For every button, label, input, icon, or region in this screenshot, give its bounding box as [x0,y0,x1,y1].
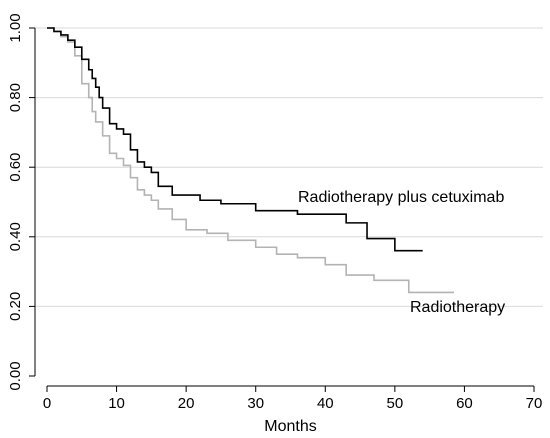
y-tick-label: 0.40 [7,222,24,251]
y-axis-ticks: 0.00 0.20 0.40 0.60 0.80 1.00 [7,13,35,391]
series-line-radiotherapy-plus-cetuximab [47,27,423,252]
y-tick-label: 1.00 [7,13,24,42]
series-line-radiotherapy [47,27,454,294]
x-tick-label: 20 [178,395,195,412]
x-tick-label: 0 [43,395,51,412]
x-tick-label: 10 [108,395,125,412]
y-tick-label: 0.20 [7,292,24,321]
series [47,27,454,294]
gridlines [35,27,543,307]
axes [34,28,534,387]
x-tick-label: 60 [456,395,473,412]
series-labels: Radiotherapy plus cetuximab Radiotherapy [298,189,505,316]
x-tick-label: 40 [317,395,334,412]
x-tick-label: 50 [387,395,404,412]
x-axis-title: Months [264,418,316,435]
x-tick-label: 30 [247,395,264,412]
series-label-radiotherapy-plus-cetuximab: Radiotherapy plus cetuximab [298,189,504,206]
y-tick-label: 0.00 [7,361,24,390]
x-tick-label: 70 [526,395,543,412]
series-label-radiotherapy: Radiotherapy [410,299,505,316]
y-tick-label: 0.80 [7,83,24,112]
x-axis-ticks: 0 10 20 30 40 50 60 70 [43,386,543,412]
y-tick-label: 0.60 [7,153,24,182]
